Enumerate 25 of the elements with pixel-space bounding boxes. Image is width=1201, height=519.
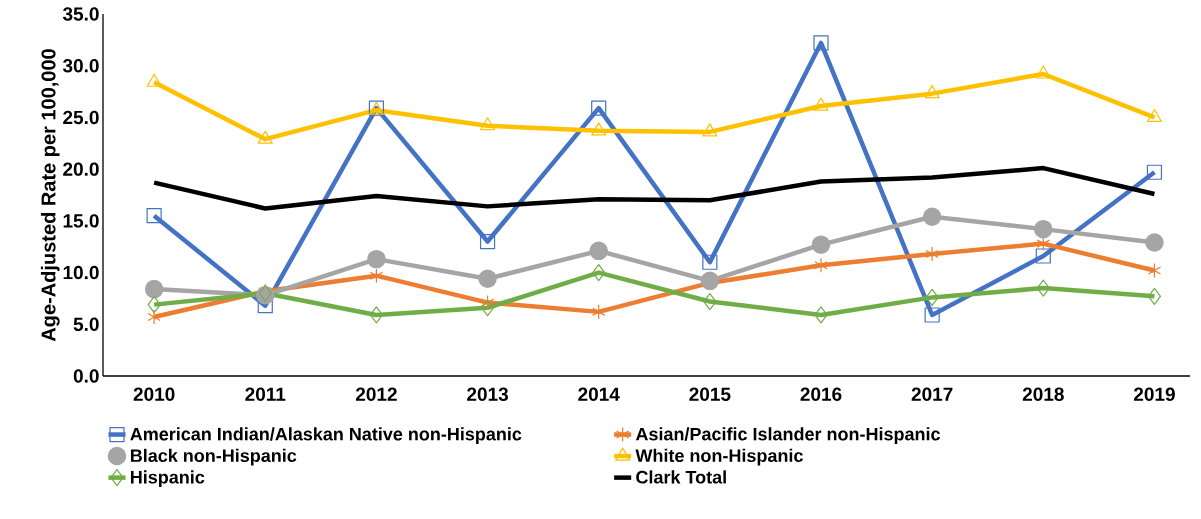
y-tick-label: 10.0 [63, 265, 99, 280]
legend-label: Hispanic [130, 470, 205, 488]
y-tick-label: 35.0 [62, 7, 99, 21]
legend-label: American Indian/Alaskan Native non-Hispanic [130, 427, 522, 445]
x-tick-label: 2013 [467, 387, 509, 402]
y-axis-title: Age-Adjusted Rate per 100,000 [40, 49, 60, 342]
legend-label: White non-Hispanic [635, 448, 803, 466]
y-tick-label: 20.0 [63, 162, 99, 176]
x-tick-label: 2011 [245, 387, 286, 401]
x-tick-label: 2017 [911, 387, 953, 401]
y-tick-label: 25.0 [63, 110, 99, 125]
x-tick-label: 2015 [689, 387, 731, 401]
x-tick-label: 2010 [133, 387, 175, 401]
x-tick-label: 2016 [800, 387, 842, 401]
y-tick-label: 0.0 [73, 369, 99, 383]
x-tick-label: 2019 [1133, 387, 1175, 401]
legend-label: Asian/Pacific Islander non-Hispanic [635, 427, 941, 445]
x-tick-label: 2018 [1022, 387, 1064, 401]
y-tick-label: 5.0 [73, 317, 99, 332]
y-tick-label: 30.0 [62, 58, 99, 73]
x-tick-label: 2012 [355, 387, 397, 401]
x-tick-label: 2014 [578, 387, 620, 401]
legend-label: Black non-Hispanic [130, 448, 297, 466]
y-tick-label: 15.0 [63, 214, 99, 228]
legend-label: Clark Total [636, 470, 726, 484]
